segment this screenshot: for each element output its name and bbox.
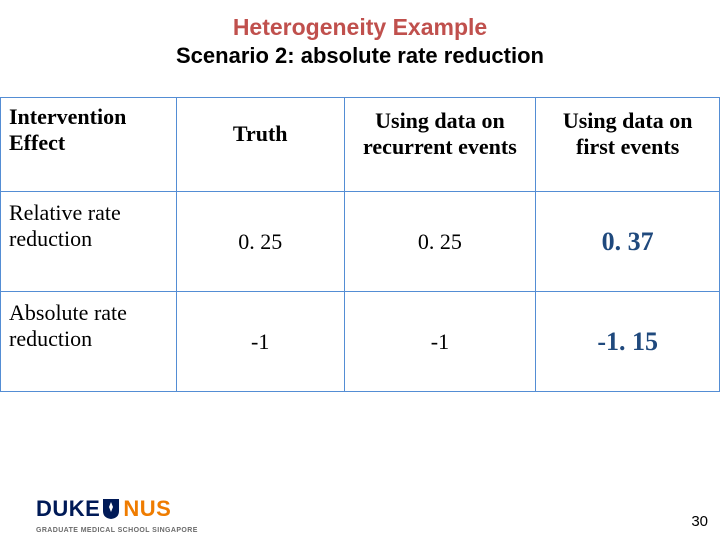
col-header-recurrent: Using data on recurrent events [344, 98, 536, 192]
row-label: Relative rate reduction [1, 192, 177, 292]
cell-first-highlight: 0. 37 [536, 192, 720, 292]
page-number: 30 [691, 513, 708, 530]
slide: Heterogeneity Example Scenario 2: absolu… [0, 0, 720, 540]
cell-truth: 0. 25 [176, 192, 344, 292]
table-row: Absolute rate reduction -1 -1 -1. 15 [1, 292, 720, 392]
cell-truth: -1 [176, 292, 344, 392]
cell-first-highlight: -1. 15 [536, 292, 720, 392]
data-table: Intervention Effect Truth Using data on … [0, 97, 720, 392]
col-header-truth: Truth [176, 98, 344, 192]
table-header-row: Intervention Effect Truth Using data on … [1, 98, 720, 192]
logo-duke-text: DUKE [36, 496, 100, 522]
logo: DUKE NUS [36, 496, 171, 522]
row-label: Absolute rate reduction [1, 292, 177, 392]
col-header-intervention: Intervention Effect [1, 98, 177, 192]
cell-recurrent: -1 [344, 292, 536, 392]
slide-title: Heterogeneity Example [0, 14, 720, 41]
logo-nus-text: NUS [123, 496, 171, 522]
slide-subtitle: Scenario 2: absolute rate reduction [0, 43, 720, 69]
shield-icon [102, 498, 120, 520]
logo-subbrand: GRADUATE MEDICAL SCHOOL SINGAPORE [36, 527, 198, 534]
col-header-first: Using data on first events [536, 98, 720, 192]
table-row: Relative rate reduction 0. 25 0. 25 0. 3… [1, 192, 720, 292]
cell-recurrent: 0. 25 [344, 192, 536, 292]
